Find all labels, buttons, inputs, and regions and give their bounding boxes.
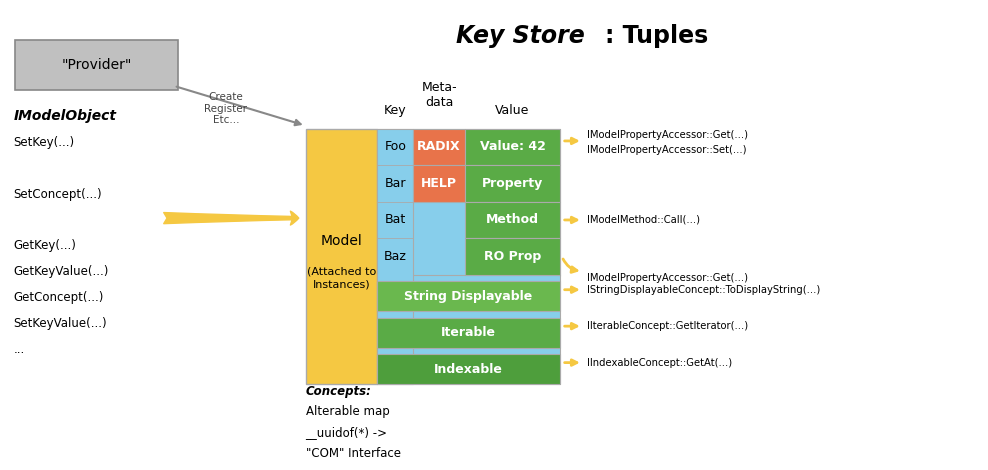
Text: IStringDisplayableConcept::ToDisplayString(...): IStringDisplayableConcept::ToDisplayStri…	[587, 285, 820, 295]
Text: SetKeyValue(...): SetKeyValue(...)	[14, 317, 107, 330]
FancyBboxPatch shape	[377, 129, 413, 384]
Text: Key: Key	[384, 104, 407, 117]
Text: IModelObject: IModelObject	[14, 109, 117, 123]
Text: IIndexableConcept::GetAt(...): IIndexableConcept::GetAt(...)	[587, 358, 732, 368]
Text: Bat: Bat	[384, 213, 406, 227]
FancyBboxPatch shape	[377, 282, 560, 311]
Text: Meta-
data: Meta- data	[421, 81, 457, 109]
Text: Create
Register
Etc...: Create Register Etc...	[205, 92, 247, 125]
Text: RO Prop: RO Prop	[484, 250, 541, 263]
Text: SetKey(...): SetKey(...)	[14, 136, 74, 149]
FancyBboxPatch shape	[465, 202, 560, 238]
Text: "COM" Interface: "COM" Interface	[305, 447, 400, 460]
FancyBboxPatch shape	[465, 238, 560, 275]
Text: Value: 42: Value: 42	[479, 141, 545, 153]
Text: ...: ...	[14, 343, 25, 356]
Text: IModelPropertyAccessor::Set(...): IModelPropertyAccessor::Set(...)	[587, 145, 746, 155]
Text: : Tuples: : Tuples	[605, 24, 708, 48]
FancyBboxPatch shape	[377, 275, 560, 384]
Text: Bar: Bar	[384, 177, 406, 190]
Text: GetKey(...): GetKey(...)	[14, 239, 76, 252]
Text: Foo: Foo	[384, 141, 406, 153]
Text: String Displayable: String Displayable	[404, 290, 533, 303]
FancyBboxPatch shape	[413, 165, 465, 202]
Text: Key Store: Key Store	[455, 24, 584, 48]
Text: RADIX: RADIX	[417, 141, 461, 153]
Text: Alterable map: Alterable map	[305, 406, 389, 418]
Text: GetConcept(...): GetConcept(...)	[14, 291, 104, 304]
FancyBboxPatch shape	[465, 165, 560, 202]
Text: __uuidof(*) ->: __uuidof(*) ->	[305, 426, 387, 439]
Text: "Provider": "Provider"	[61, 58, 131, 72]
Text: HELP: HELP	[421, 177, 457, 190]
Text: IModelMethod::Call(...): IModelMethod::Call(...)	[587, 215, 700, 225]
FancyBboxPatch shape	[305, 129, 377, 384]
Text: Method: Method	[486, 213, 538, 227]
Text: Concepts:: Concepts:	[305, 384, 371, 398]
Text: SetConcept(...): SetConcept(...)	[14, 188, 102, 201]
Text: IModelPropertyAccessor::Get(...): IModelPropertyAccessor::Get(...)	[587, 274, 748, 283]
Text: (Attached to
Instances): (Attached to Instances)	[307, 266, 376, 290]
FancyBboxPatch shape	[377, 129, 560, 276]
Text: Baz: Baz	[384, 250, 407, 263]
Text: GetKeyValue(...): GetKeyValue(...)	[14, 265, 109, 278]
FancyBboxPatch shape	[413, 129, 465, 165]
Text: Value: Value	[495, 104, 530, 117]
FancyBboxPatch shape	[16, 40, 178, 90]
Text: Model: Model	[320, 235, 363, 249]
Text: IModelPropertyAccessor::Get(...): IModelPropertyAccessor::Get(...)	[587, 130, 748, 140]
Text: Property: Property	[482, 177, 543, 190]
Text: Indexable: Indexable	[434, 363, 503, 376]
Text: Iterable: Iterable	[441, 326, 496, 339]
FancyBboxPatch shape	[377, 318, 560, 348]
FancyBboxPatch shape	[377, 354, 560, 384]
FancyBboxPatch shape	[465, 129, 560, 165]
Text: IIterableConcept::GetIterator(...): IIterableConcept::GetIterator(...)	[587, 321, 748, 331]
